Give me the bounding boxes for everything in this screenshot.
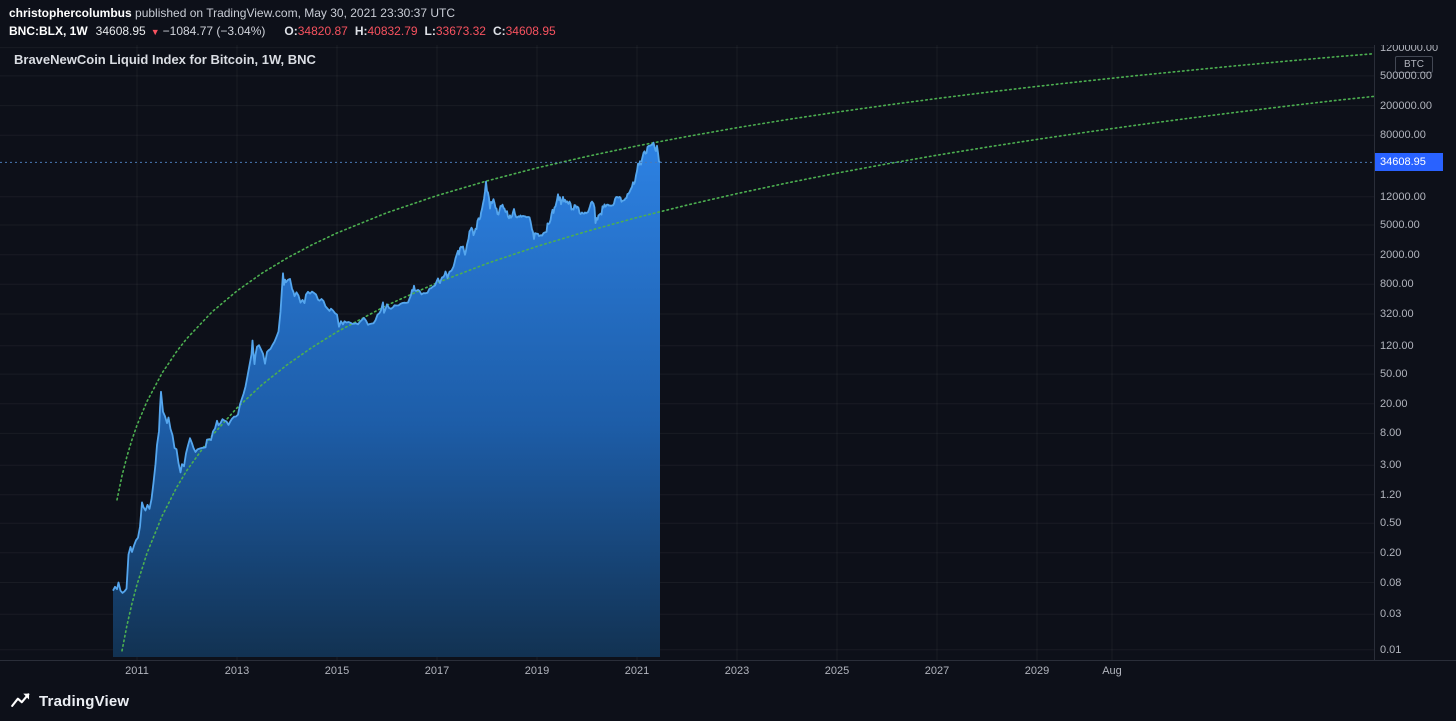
price-tick: 0.50 xyxy=(1380,517,1402,530)
time-tick: 2013 xyxy=(224,665,250,677)
close-value: 34608.95 xyxy=(505,24,556,38)
logo-arrow-head xyxy=(23,693,30,700)
price-change: −1084.77 (−3.04%) xyxy=(162,24,266,38)
current-price-label: 34608.95 xyxy=(1375,153,1443,172)
time-tick: 2017 xyxy=(424,665,450,677)
open-value: 34820.87 xyxy=(297,24,348,38)
chart-area[interactable]: BraveNewCoin Liquid Index for Bitcoin, 1… xyxy=(0,45,1374,660)
price-tick: 200000.00 xyxy=(1380,99,1432,112)
symbol-interval: BNC:BLX, 1W xyxy=(9,24,88,38)
open-label: O: xyxy=(284,24,298,38)
price-tick: 50.00 xyxy=(1380,368,1408,381)
price-tick: 1200000.00 xyxy=(1380,45,1439,54)
price-tick: 80000.00 xyxy=(1380,129,1426,142)
price-tick: 120.00 xyxy=(1380,339,1414,352)
low-label: L: xyxy=(424,24,436,38)
price-tick: 1.20 xyxy=(1380,488,1402,501)
logo-arrow-line xyxy=(11,693,30,707)
price-tick: 0.01 xyxy=(1380,643,1402,656)
lower-log-regression-band xyxy=(121,95,1374,652)
price-axis[interactable]: BTC 34608.95 1200000.00 500000.00 200000.0… xyxy=(1374,45,1456,660)
price-tick: 800.00 xyxy=(1380,278,1414,291)
footer: TradingView xyxy=(0,682,1456,721)
btc-unit-badge[interactable]: BTC xyxy=(1395,56,1433,73)
price-line xyxy=(112,141,661,594)
chart-title: BraveNewCoin Liquid Index for Bitcoin, 1… xyxy=(14,52,316,67)
price-tick: 500000.00 xyxy=(1380,69,1432,82)
price-tick: 2000.00 xyxy=(1380,248,1420,261)
time-tick: 2019 xyxy=(524,665,550,677)
low-value: 33673.32 xyxy=(435,24,486,38)
author-username: christophercolumbus xyxy=(9,6,132,20)
price-tick: 320.00 xyxy=(1380,308,1414,320)
symbol-line: BNC:BLX, 1W 34608.95 ▼ −1084.77 (−3.04%) O:3… xyxy=(9,22,1456,41)
time-tick: 2029 xyxy=(1024,665,1050,677)
last-price: 34608.95 xyxy=(95,24,146,38)
header: christophercolumbus published on Trading… xyxy=(0,0,1456,45)
price-tick: 0.03 xyxy=(1380,608,1402,621)
high-label: H: xyxy=(354,24,368,38)
tradingview-logo-icon[interactable] xyxy=(10,691,31,712)
price-chart-svg[interactable] xyxy=(0,45,1374,660)
time-axis[interactable]: 2011 2013 2015 2017 2019 2021 2023 2025 2027 2029… xyxy=(0,660,1456,683)
down-arrow-icon: ▼ xyxy=(150,27,160,37)
time-tick: 2023 xyxy=(724,665,750,677)
upper-log-regression-band xyxy=(116,52,1374,501)
high-value: 40832.79 xyxy=(367,24,418,38)
time-tick: Aug xyxy=(1102,665,1122,677)
time-tick: 2021 xyxy=(624,665,650,677)
time-tick: 2025 xyxy=(824,665,850,677)
price-tick: 8.00 xyxy=(1380,427,1402,440)
time-tick: 2015 xyxy=(324,665,350,677)
tradingview-brand: TradingView xyxy=(39,693,130,710)
price-tick: 0.20 xyxy=(1380,546,1402,559)
price-tick: 5000.00 xyxy=(1380,219,1420,231)
close-label: C: xyxy=(492,24,506,38)
price-tick: 20.00 xyxy=(1380,397,1408,410)
price-tick: 12000.00 xyxy=(1380,190,1426,203)
published-info: published on TradingView.com, May 30, 20… xyxy=(131,6,455,20)
publish-line: christophercolumbus published on Trading… xyxy=(9,5,1456,22)
price-tick: 3.00 xyxy=(1380,459,1402,472)
time-tick: 2011 xyxy=(125,665,149,677)
price-tick: 0.08 xyxy=(1380,576,1402,589)
time-tick: 2027 xyxy=(924,665,950,677)
price-area xyxy=(113,142,660,657)
